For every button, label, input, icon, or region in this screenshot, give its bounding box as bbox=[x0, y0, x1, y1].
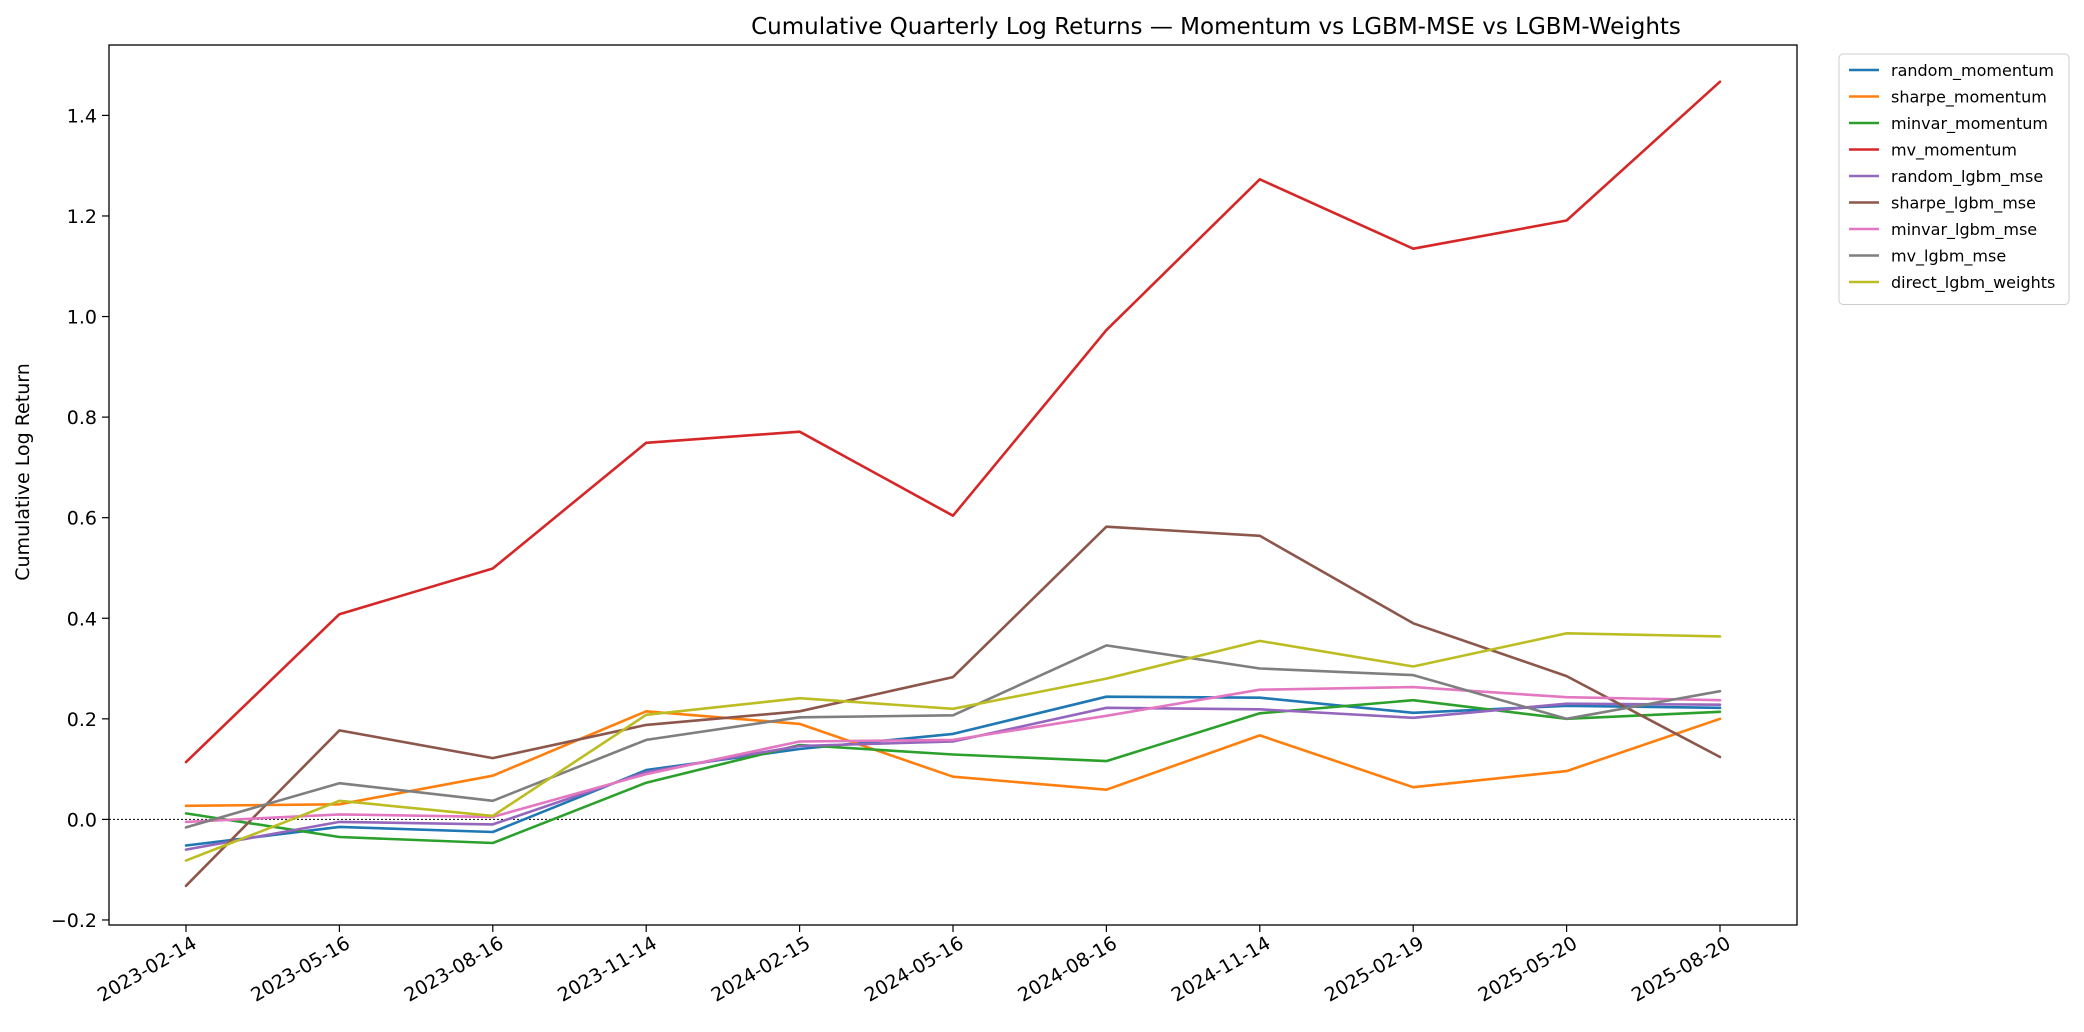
series-line-mv_lgbm_mse bbox=[184, 644, 1722, 829]
x-tick-label: 2024-02-15 bbox=[707, 932, 814, 1006]
x-tick-label: 2023-05-16 bbox=[247, 932, 354, 1006]
legend-label-mv_lgbm_mse: mv_lgbm_mse bbox=[1891, 247, 2006, 267]
series-line-mv_momentum bbox=[184, 80, 1722, 764]
x-tick-label: 2025-05-20 bbox=[1474, 932, 1581, 1006]
legend-label-random_lgbm_mse: random_lgbm_mse bbox=[1891, 167, 2043, 187]
legend-label-minvar_momentum: minvar_momentum bbox=[1891, 114, 2048, 134]
x-tick-label: 2023-02-14 bbox=[94, 932, 201, 1006]
y-tick-label: 1.2 bbox=[67, 206, 97, 228]
legend-label-random_momentum: random_momentum bbox=[1891, 61, 2054, 81]
y-tick-label: −0.2 bbox=[51, 910, 97, 932]
x-tick-label: 2024-08-16 bbox=[1014, 932, 1121, 1006]
chart-title: Cumulative Quarterly Log Returns — Momen… bbox=[751, 14, 1681, 40]
legend-label-sharpe_momentum: sharpe_momentum bbox=[1891, 88, 2047, 108]
x-tick-label: 2023-08-16 bbox=[401, 932, 508, 1006]
y-tick-label: 1.0 bbox=[67, 307, 97, 329]
x-tick-label: 2024-05-16 bbox=[861, 932, 968, 1006]
y-tick-label: 0.6 bbox=[67, 508, 97, 530]
x-tick-label: 2025-08-20 bbox=[1628, 932, 1735, 1006]
series-line-direct_lgbm_weights bbox=[184, 631, 1722, 862]
y-tick-label: 0.2 bbox=[67, 709, 97, 731]
series-line-sharpe_lgbm_mse bbox=[184, 525, 1722, 888]
series-line-minvar_momentum bbox=[184, 698, 1722, 845]
y-tick-label: 0.4 bbox=[67, 608, 97, 630]
x-tick-label: 2023-11-14 bbox=[554, 932, 661, 1006]
y-axis-label: Cumulative Log Return bbox=[12, 363, 34, 581]
legend-label-direct_lgbm_weights: direct_lgbm_weights bbox=[1891, 273, 2055, 293]
legend: random_momentum sharpe_momentum minvar_mom… bbox=[1838, 53, 2070, 305]
plot-area: −0.2 0.0 0.2 0.4 0.6 0.8 1.0 1.2 1.4 2023-02-14 20… bbox=[51, 44, 1798, 1007]
legend-label-sharpe_lgbm_mse: sharpe_lgbm_mse bbox=[1891, 194, 2036, 214]
y-tick-label: 0.0 bbox=[67, 809, 97, 831]
plot-frame bbox=[108, 44, 1798, 926]
y-tick-label: 0.8 bbox=[67, 407, 97, 429]
x-tick-label: 2025-02-19 bbox=[1321, 932, 1428, 1006]
x-tick-label: 2024-11-14 bbox=[1168, 932, 1275, 1006]
legend-box bbox=[1838, 53, 2070, 305]
series-line-sharpe_momentum bbox=[184, 709, 1722, 808]
series-line-random_lgbm_mse bbox=[184, 702, 1722, 851]
y-tick-label: 1.4 bbox=[67, 105, 97, 127]
legend-label-mv_momentum: mv_momentum bbox=[1891, 141, 2017, 161]
legend-label-minvar_lgbm_mse: minvar_lgbm_mse bbox=[1891, 220, 2037, 240]
series-line-random_momentum bbox=[184, 695, 1722, 847]
